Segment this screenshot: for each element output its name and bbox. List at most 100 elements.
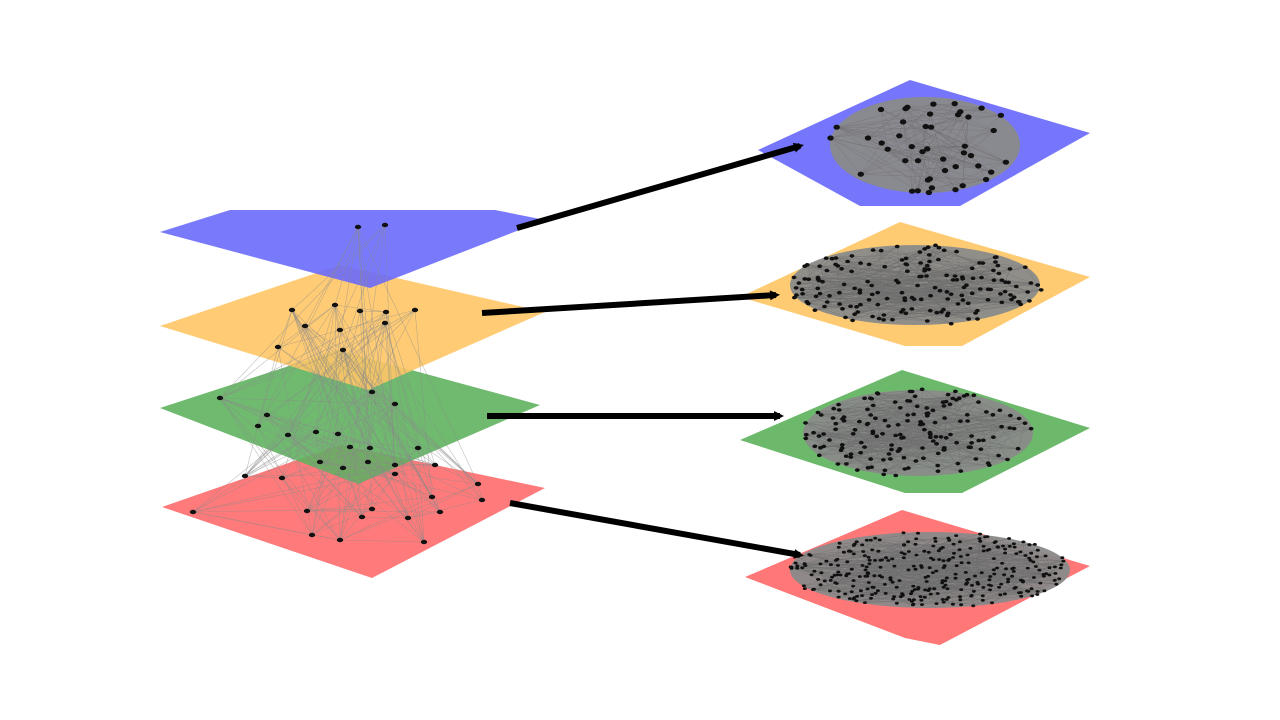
node [996, 271, 1002, 276]
node [1003, 547, 1008, 551]
node [968, 546, 973, 550]
edge [371, 391, 441, 513]
node [876, 316, 882, 321]
node [903, 256, 909, 261]
edge [924, 596, 953, 605]
node [1025, 566, 1030, 570]
node [941, 446, 947, 450]
edge [917, 148, 928, 191]
edge [935, 410, 1000, 437]
node [977, 537, 982, 540]
node [877, 574, 882, 578]
node [893, 473, 899, 478]
edge [812, 589, 901, 597]
edge [805, 422, 856, 431]
node [431, 462, 439, 468]
edge [845, 312, 937, 318]
edge [394, 473, 441, 513]
node [932, 420, 938, 425]
node [1022, 421, 1028, 426]
node [851, 552, 856, 556]
edge [915, 407, 928, 462]
edge [192, 434, 289, 513]
node [858, 440, 864, 445]
node [878, 140, 885, 146]
node [836, 408, 842, 412]
edge [887, 114, 959, 150]
edge [804, 544, 863, 564]
node [339, 347, 347, 353]
node [995, 263, 1001, 268]
node [882, 418, 888, 423]
node [959, 603, 964, 607]
node [803, 421, 808, 425]
node [934, 602, 939, 605]
edge [879, 301, 1019, 319]
edge [949, 555, 1046, 560]
edge [907, 106, 994, 131]
edge [948, 304, 1021, 314]
node [917, 274, 922, 279]
node [865, 574, 870, 578]
node [981, 586, 986, 589]
node [278, 475, 286, 481]
node [973, 457, 979, 461]
edge [1013, 555, 1046, 569]
edge [868, 573, 983, 597]
edge [791, 566, 994, 571]
edge [339, 329, 396, 405]
edge [257, 425, 344, 469]
edge [287, 391, 373, 436]
node [999, 582, 1004, 586]
node [844, 574, 849, 578]
node [1027, 543, 1032, 547]
edge [967, 303, 978, 320]
node [899, 258, 905, 262]
node [366, 445, 374, 451]
node [811, 430, 816, 435]
node [189, 509, 197, 515]
edge [813, 426, 1002, 433]
edge [872, 249, 949, 314]
node [855, 594, 860, 598]
node [866, 555, 871, 559]
node [927, 430, 933, 435]
edge [843, 394, 968, 418]
node [961, 143, 968, 149]
node [894, 244, 900, 249]
node [889, 443, 894, 447]
node [1025, 290, 1031, 294]
node [938, 547, 943, 550]
node [997, 408, 1003, 413]
node [863, 568, 868, 572]
node [906, 550, 911, 553]
edge [371, 473, 396, 510]
edge [866, 546, 999, 568]
node [959, 293, 965, 298]
node [990, 413, 996, 417]
node [1037, 568, 1042, 572]
edge [867, 137, 929, 181]
edge [192, 508, 373, 513]
node [898, 595, 903, 599]
node [970, 276, 976, 281]
edge [838, 392, 878, 405]
edge [311, 534, 341, 541]
node [301, 323, 309, 329]
node [881, 472, 887, 477]
edge [930, 415, 1011, 435]
node [944, 273, 949, 278]
edge [304, 325, 479, 485]
edge [927, 148, 979, 167]
node [951, 542, 956, 546]
edge [287, 349, 344, 436]
node [303, 508, 311, 514]
node [928, 293, 933, 298]
edge [291, 309, 373, 510]
edge [879, 310, 978, 319]
node [909, 307, 915, 311]
node [924, 263, 930, 268]
edge [880, 109, 972, 156]
node [866, 298, 872, 302]
